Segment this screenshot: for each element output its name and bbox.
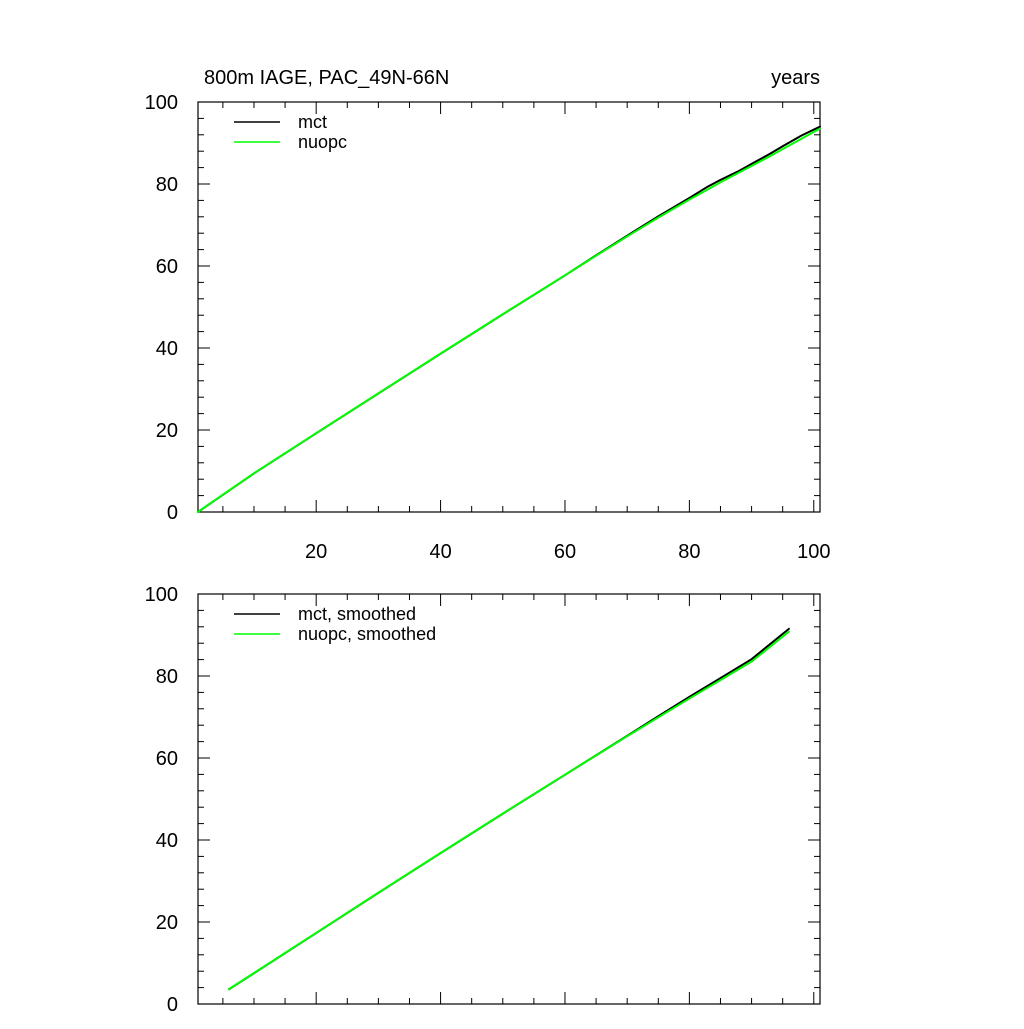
y-tick-label: 80	[156, 666, 178, 688]
y-tick-label: 60	[156, 256, 178, 278]
plot-frame	[197, 593, 821, 1005]
y-tick-label: 20	[156, 420, 178, 442]
y-tick-label: 0	[167, 502, 178, 524]
y-tick-label: 20	[156, 912, 178, 934]
series-line-mct	[197, 125, 821, 513]
series-line-nuopc-smoothed	[228, 630, 790, 991]
x-tick-label: 60	[554, 541, 576, 563]
y-tick-label: 80	[156, 174, 178, 196]
x-tick-label: 80	[678, 541, 700, 563]
legend-label: nuopc	[298, 132, 347, 152]
chart-panel-1: 0 20 40 60 80 100 20 40 60 80 100 800m IAGE, PAC_49…	[145, 67, 831, 563]
y-tick-label: 40	[156, 338, 178, 360]
chart-title: 800m IAGE, PAC_49N-66N	[204, 67, 449, 89]
y-tick-label: 100	[145, 584, 178, 606]
y-tick-label: 40	[156, 830, 178, 852]
x-tick-label: 100	[797, 541, 830, 563]
x-tick-label: 40	[429, 541, 451, 563]
chart-title-right: years	[771, 67, 820, 89]
x-tick-label: 20	[305, 541, 327, 563]
y-tick-label: 0	[167, 994, 178, 1016]
y-tick-label: 100	[145, 92, 178, 114]
y-tick-label: 60	[156, 748, 178, 770]
legend-label: mct	[298, 112, 327, 132]
legend-label: mct, smoothed	[298, 604, 416, 624]
plot-frame	[197, 101, 821, 513]
legend-label: nuopc, smoothed	[298, 624, 436, 644]
series-line-nuopc	[197, 127, 821, 513]
